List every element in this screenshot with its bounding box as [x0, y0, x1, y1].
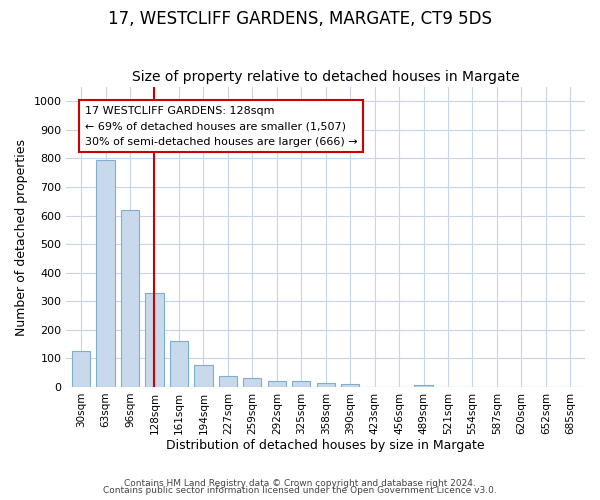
- Bar: [415, 384, 433, 387]
- Text: Contains HM Land Registry data © Crown copyright and database right 2024.: Contains HM Land Registry data © Crown c…: [124, 478, 476, 488]
- Bar: [97, 160, 115, 387]
- Text: 17 WESTCLIFF GARDENS: 128sqm
← 69% of detached houses are smaller (1,507)
30% of: 17 WESTCLIFF GARDENS: 128sqm ← 69% of de…: [85, 106, 358, 147]
- Bar: [317, 382, 335, 387]
- Bar: [170, 342, 188, 387]
- Bar: [243, 378, 262, 387]
- Text: Contains public sector information licensed under the Open Government Licence v3: Contains public sector information licen…: [103, 486, 497, 495]
- Text: 17, WESTCLIFF GARDENS, MARGATE, CT9 5DS: 17, WESTCLIFF GARDENS, MARGATE, CT9 5DS: [108, 10, 492, 28]
- Title: Size of property relative to detached houses in Margate: Size of property relative to detached ho…: [132, 70, 520, 85]
- Bar: [268, 380, 286, 387]
- Bar: [218, 376, 237, 387]
- Bar: [341, 384, 359, 387]
- Bar: [72, 352, 90, 387]
- Y-axis label: Number of detached properties: Number of detached properties: [15, 138, 28, 336]
- Bar: [194, 364, 212, 387]
- X-axis label: Distribution of detached houses by size in Margate: Distribution of detached houses by size …: [166, 440, 485, 452]
- Bar: [292, 380, 310, 387]
- Bar: [145, 292, 164, 387]
- Bar: [121, 210, 139, 387]
